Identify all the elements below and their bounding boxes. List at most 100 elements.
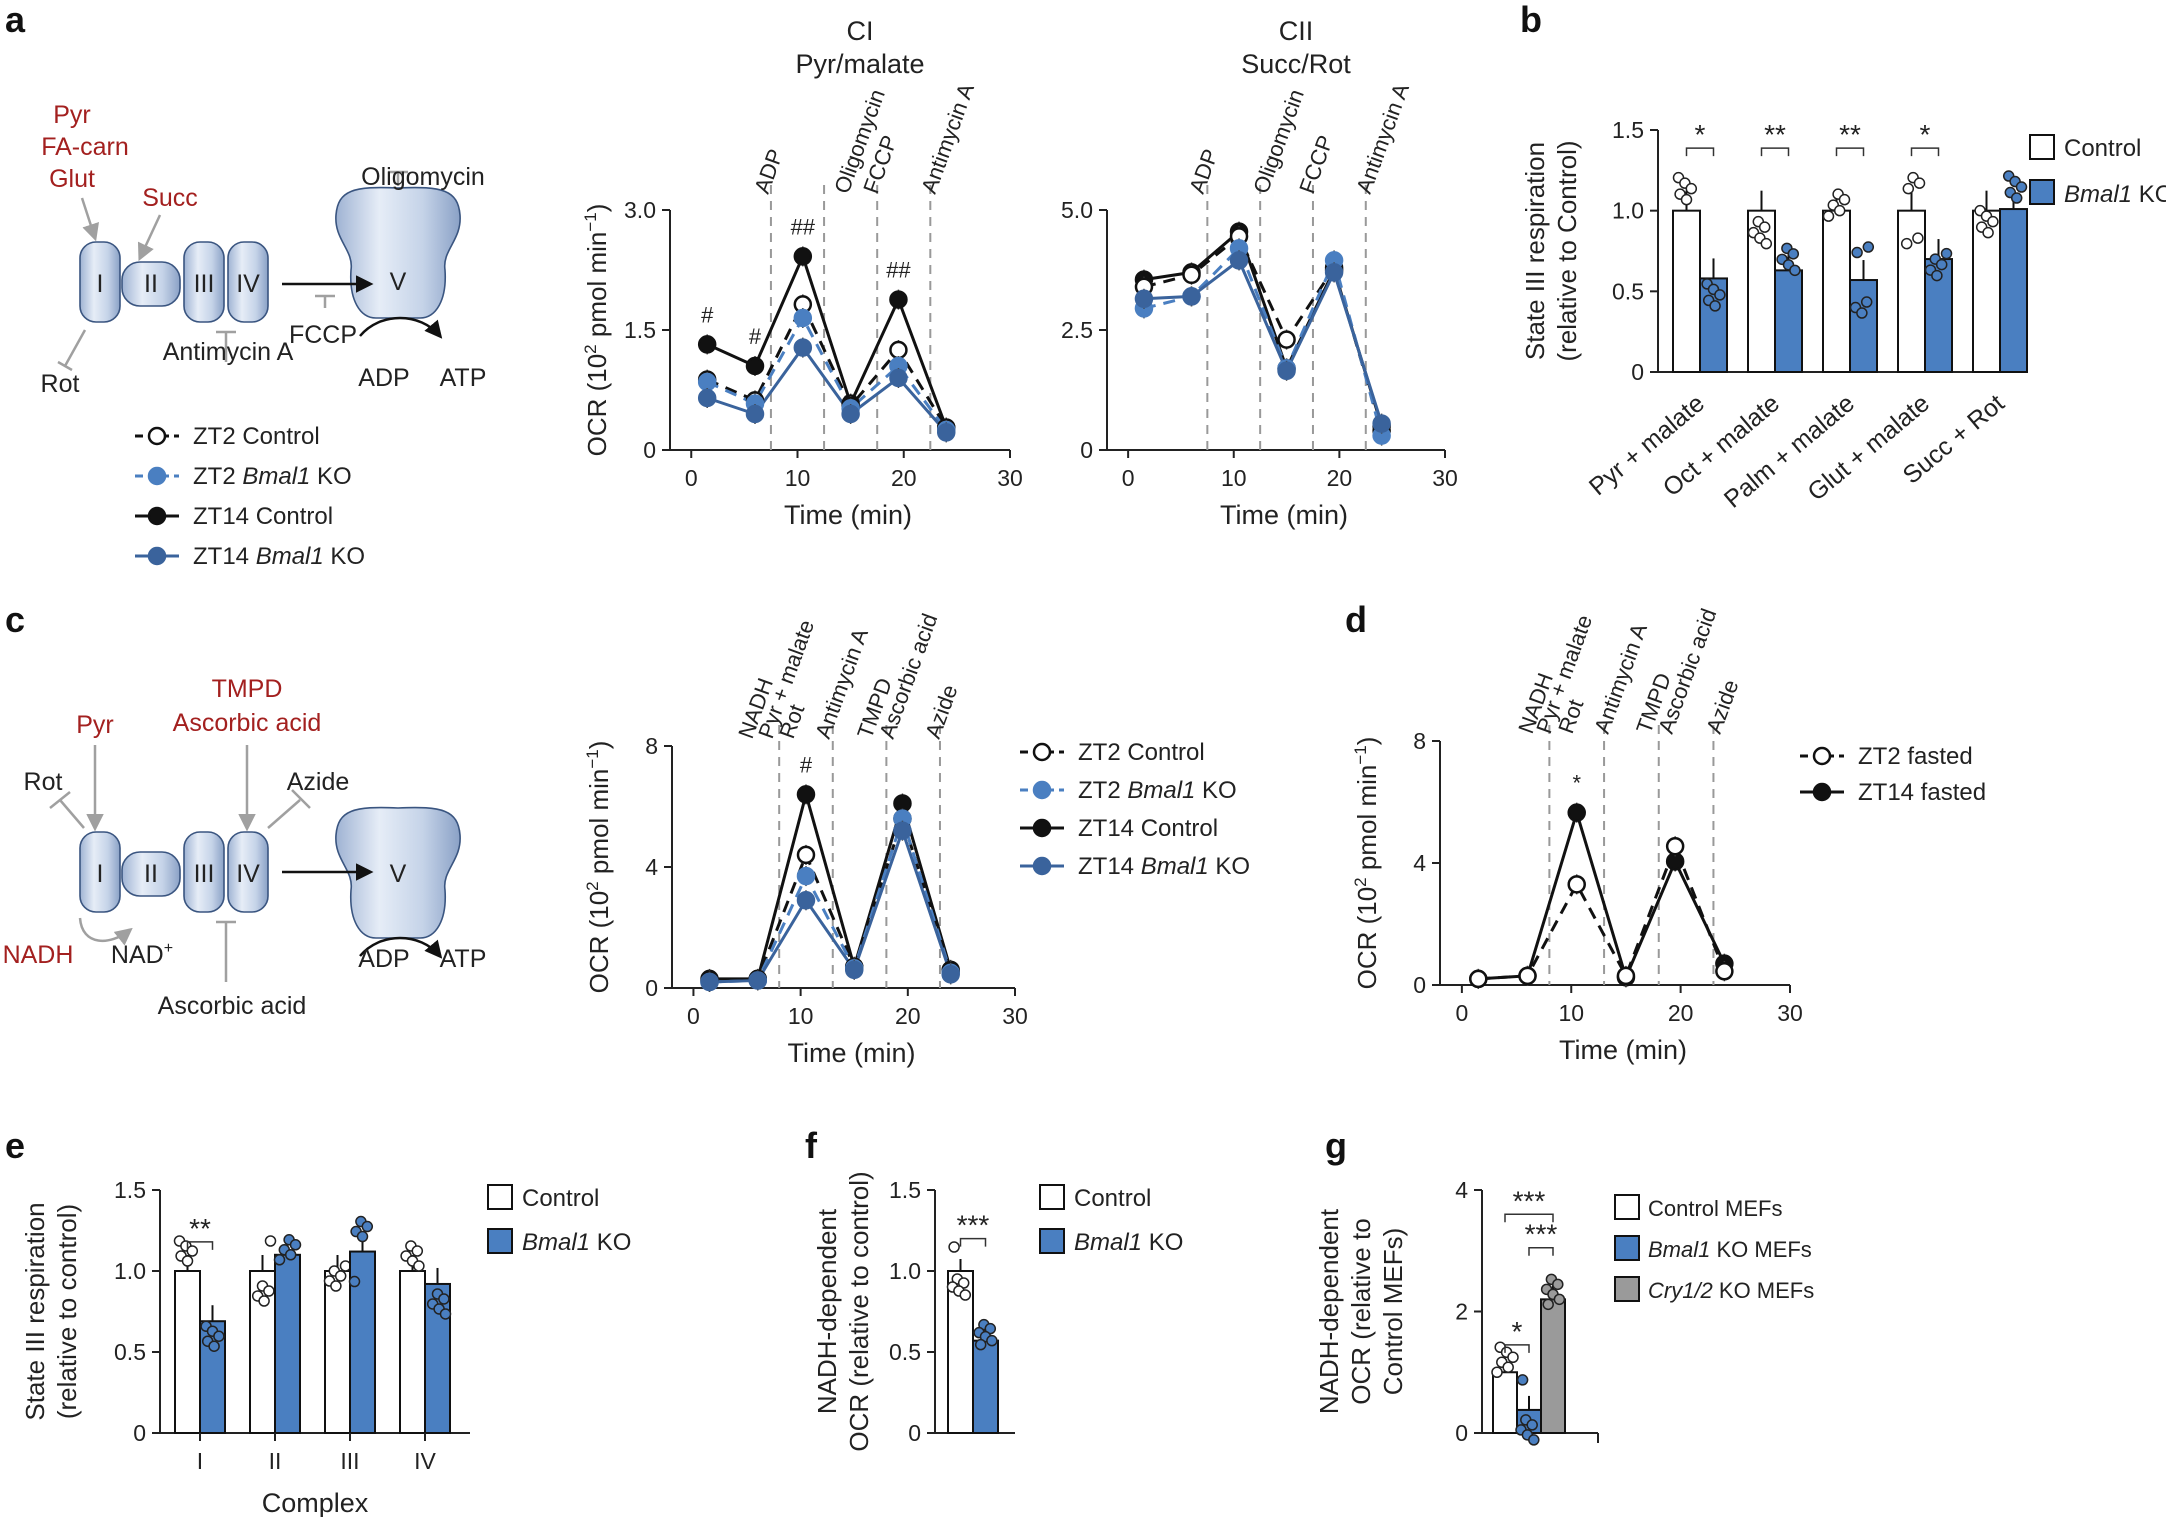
replicate-dot bbox=[186, 1245, 199, 1257]
complex-i-c bbox=[79, 831, 121, 913]
replicate-dot bbox=[348, 1275, 361, 1288]
rot-label: Rot bbox=[41, 370, 80, 398]
legend-label: ZT14 Control bbox=[1078, 815, 1218, 842]
y-axis-label-part: 2 bbox=[581, 344, 600, 353]
x-tick-label: 0 bbox=[1122, 465, 1135, 491]
y-tick-label: 1.5 bbox=[624, 317, 656, 343]
legend-marker bbox=[1812, 782, 1832, 802]
injection-label: Azide bbox=[920, 681, 962, 741]
y-axis-label-part: 2 bbox=[583, 881, 602, 890]
x-tick-label: 30 bbox=[1002, 1003, 1028, 1029]
legend-label: ZT14 Bmal1 KO bbox=[1078, 853, 1250, 880]
significance-bracket bbox=[1910, 147, 1940, 157]
substrate-pyr: Pyr bbox=[53, 101, 91, 129]
oligomycin-inhibitor bbox=[388, 170, 408, 186]
series-line bbox=[1478, 842, 1726, 981]
data-point bbox=[1469, 969, 1488, 989]
legend-marker bbox=[147, 466, 167, 486]
replicate-dot bbox=[1789, 264, 1801, 277]
data-point bbox=[889, 368, 908, 388]
replicate-dot bbox=[986, 1334, 998, 1347]
complex-iii-c-label: III bbox=[194, 860, 215, 888]
complex-ii-c bbox=[121, 851, 181, 897]
adp-atp-arrow bbox=[359, 316, 443, 339]
x-axis-label: Time (min) bbox=[1559, 1035, 1687, 1065]
complex-iv-c-label: IV bbox=[236, 860, 260, 888]
y-axis-label-part: −1 bbox=[583, 749, 602, 768]
replicate-dot bbox=[1931, 269, 1943, 282]
legend-marker bbox=[147, 506, 167, 526]
data-point bbox=[1567, 875, 1586, 894]
significance-label: * bbox=[1695, 119, 1706, 150]
y-tick-label: 8 bbox=[1413, 728, 1426, 754]
legend-label: Bmal1 KO bbox=[522, 1229, 631, 1256]
x-axis-label: Complex bbox=[262, 1488, 369, 1517]
data-point bbox=[796, 785, 816, 804]
legend-swatch bbox=[2029, 134, 2055, 160]
replicate-dot bbox=[1526, 1419, 1538, 1431]
fccp-inhibitor bbox=[315, 294, 335, 308]
y-axis-label: State III respiration bbox=[20, 1202, 50, 1420]
y-axis-label: OCR (102 pmol min−1) bbox=[1351, 737, 1382, 990]
data-point bbox=[793, 247, 813, 266]
complex-ii-c-label: II bbox=[144, 860, 158, 888]
legend-label: Control bbox=[1074, 1185, 1151, 1212]
legend-label-part: Control bbox=[256, 503, 333, 530]
y-tick-label: 0.5 bbox=[1612, 278, 1644, 304]
replicate-dot bbox=[1935, 258, 1948, 271]
data-point bbox=[1372, 414, 1391, 433]
bar bbox=[1822, 209, 1851, 373]
significance-bracket bbox=[959, 1237, 987, 1247]
legend-label-part: Bmal1 bbox=[1074, 1229, 1142, 1256]
significance-label: *** bbox=[1525, 1219, 1558, 1250]
rot-inhibitor-c bbox=[49, 791, 85, 829]
replicate-dot bbox=[959, 1289, 972, 1301]
chart-title: Pyr/malate bbox=[795, 49, 924, 79]
replicate-dot bbox=[334, 1270, 347, 1282]
x-tick-label: 10 bbox=[785, 465, 811, 491]
data-point bbox=[1277, 330, 1296, 349]
series-line bbox=[1143, 245, 1384, 436]
replicate-dot bbox=[1838, 193, 1851, 206]
azide-inhibitor bbox=[267, 789, 311, 829]
replicate-dot bbox=[1491, 1366, 1503, 1378]
replicate-dot bbox=[213, 1330, 225, 1342]
legend-label-part: Bmal1 bbox=[2064, 181, 2132, 208]
replicate-dot bbox=[1856, 307, 1868, 319]
y-axis-label-part: 2 bbox=[1351, 877, 1370, 886]
atp-label-c: ATP bbox=[440, 945, 487, 973]
y-axis-label-part: OCR (10 bbox=[584, 891, 614, 994]
chart-e: 0 0.5 1.0 1.5 State III respiration (relative… bbox=[20, 1177, 631, 1517]
bar bbox=[174, 1270, 201, 1434]
y-tick-label: 4 bbox=[1413, 850, 1426, 876]
legend-label-part: Bmal1 bbox=[1648, 1237, 1710, 1262]
legend-swatch bbox=[2029, 179, 2055, 205]
complex-ii-label: II bbox=[144, 270, 158, 298]
x-tick-label: II bbox=[269, 1448, 282, 1474]
legend-label-part: ZT2 bbox=[193, 423, 242, 450]
data-point bbox=[796, 891, 816, 910]
y-axis-label: (relative to Control) bbox=[1552, 140, 1582, 361]
complex-iv-c bbox=[227, 831, 269, 913]
legend-swatch bbox=[487, 1184, 513, 1210]
complex-i bbox=[79, 241, 121, 323]
significance-bracket bbox=[1685, 147, 1715, 157]
x-tick-label: 0 bbox=[687, 1003, 700, 1029]
legend-label-part: ZT14 bbox=[1078, 853, 1141, 880]
data-point bbox=[748, 971, 767, 990]
legend-label: ZT14 Bmal1 KO bbox=[193, 543, 365, 570]
y-tick-label: 1.5 bbox=[114, 1177, 146, 1203]
legend-label-part: Cry1/2 bbox=[1648, 1278, 1713, 1303]
chart-d: 0 4 8 0 10 20 30 Time (min) OCR (102 pmol min−1)… bbox=[1351, 605, 1803, 1065]
y-tick-label: 3.0 bbox=[624, 197, 656, 223]
data-point bbox=[844, 960, 864, 980]
x-tick-label: 10 bbox=[1221, 465, 1247, 491]
fccp-label: FCCP bbox=[289, 321, 357, 349]
bar bbox=[1999, 208, 2028, 373]
oligomycin-label: Oligomycin bbox=[361, 163, 485, 191]
complex-iii-c bbox=[183, 831, 225, 913]
legend-marker bbox=[1032, 818, 1052, 838]
data-point bbox=[1665, 836, 1685, 856]
bar bbox=[1672, 209, 1701, 373]
